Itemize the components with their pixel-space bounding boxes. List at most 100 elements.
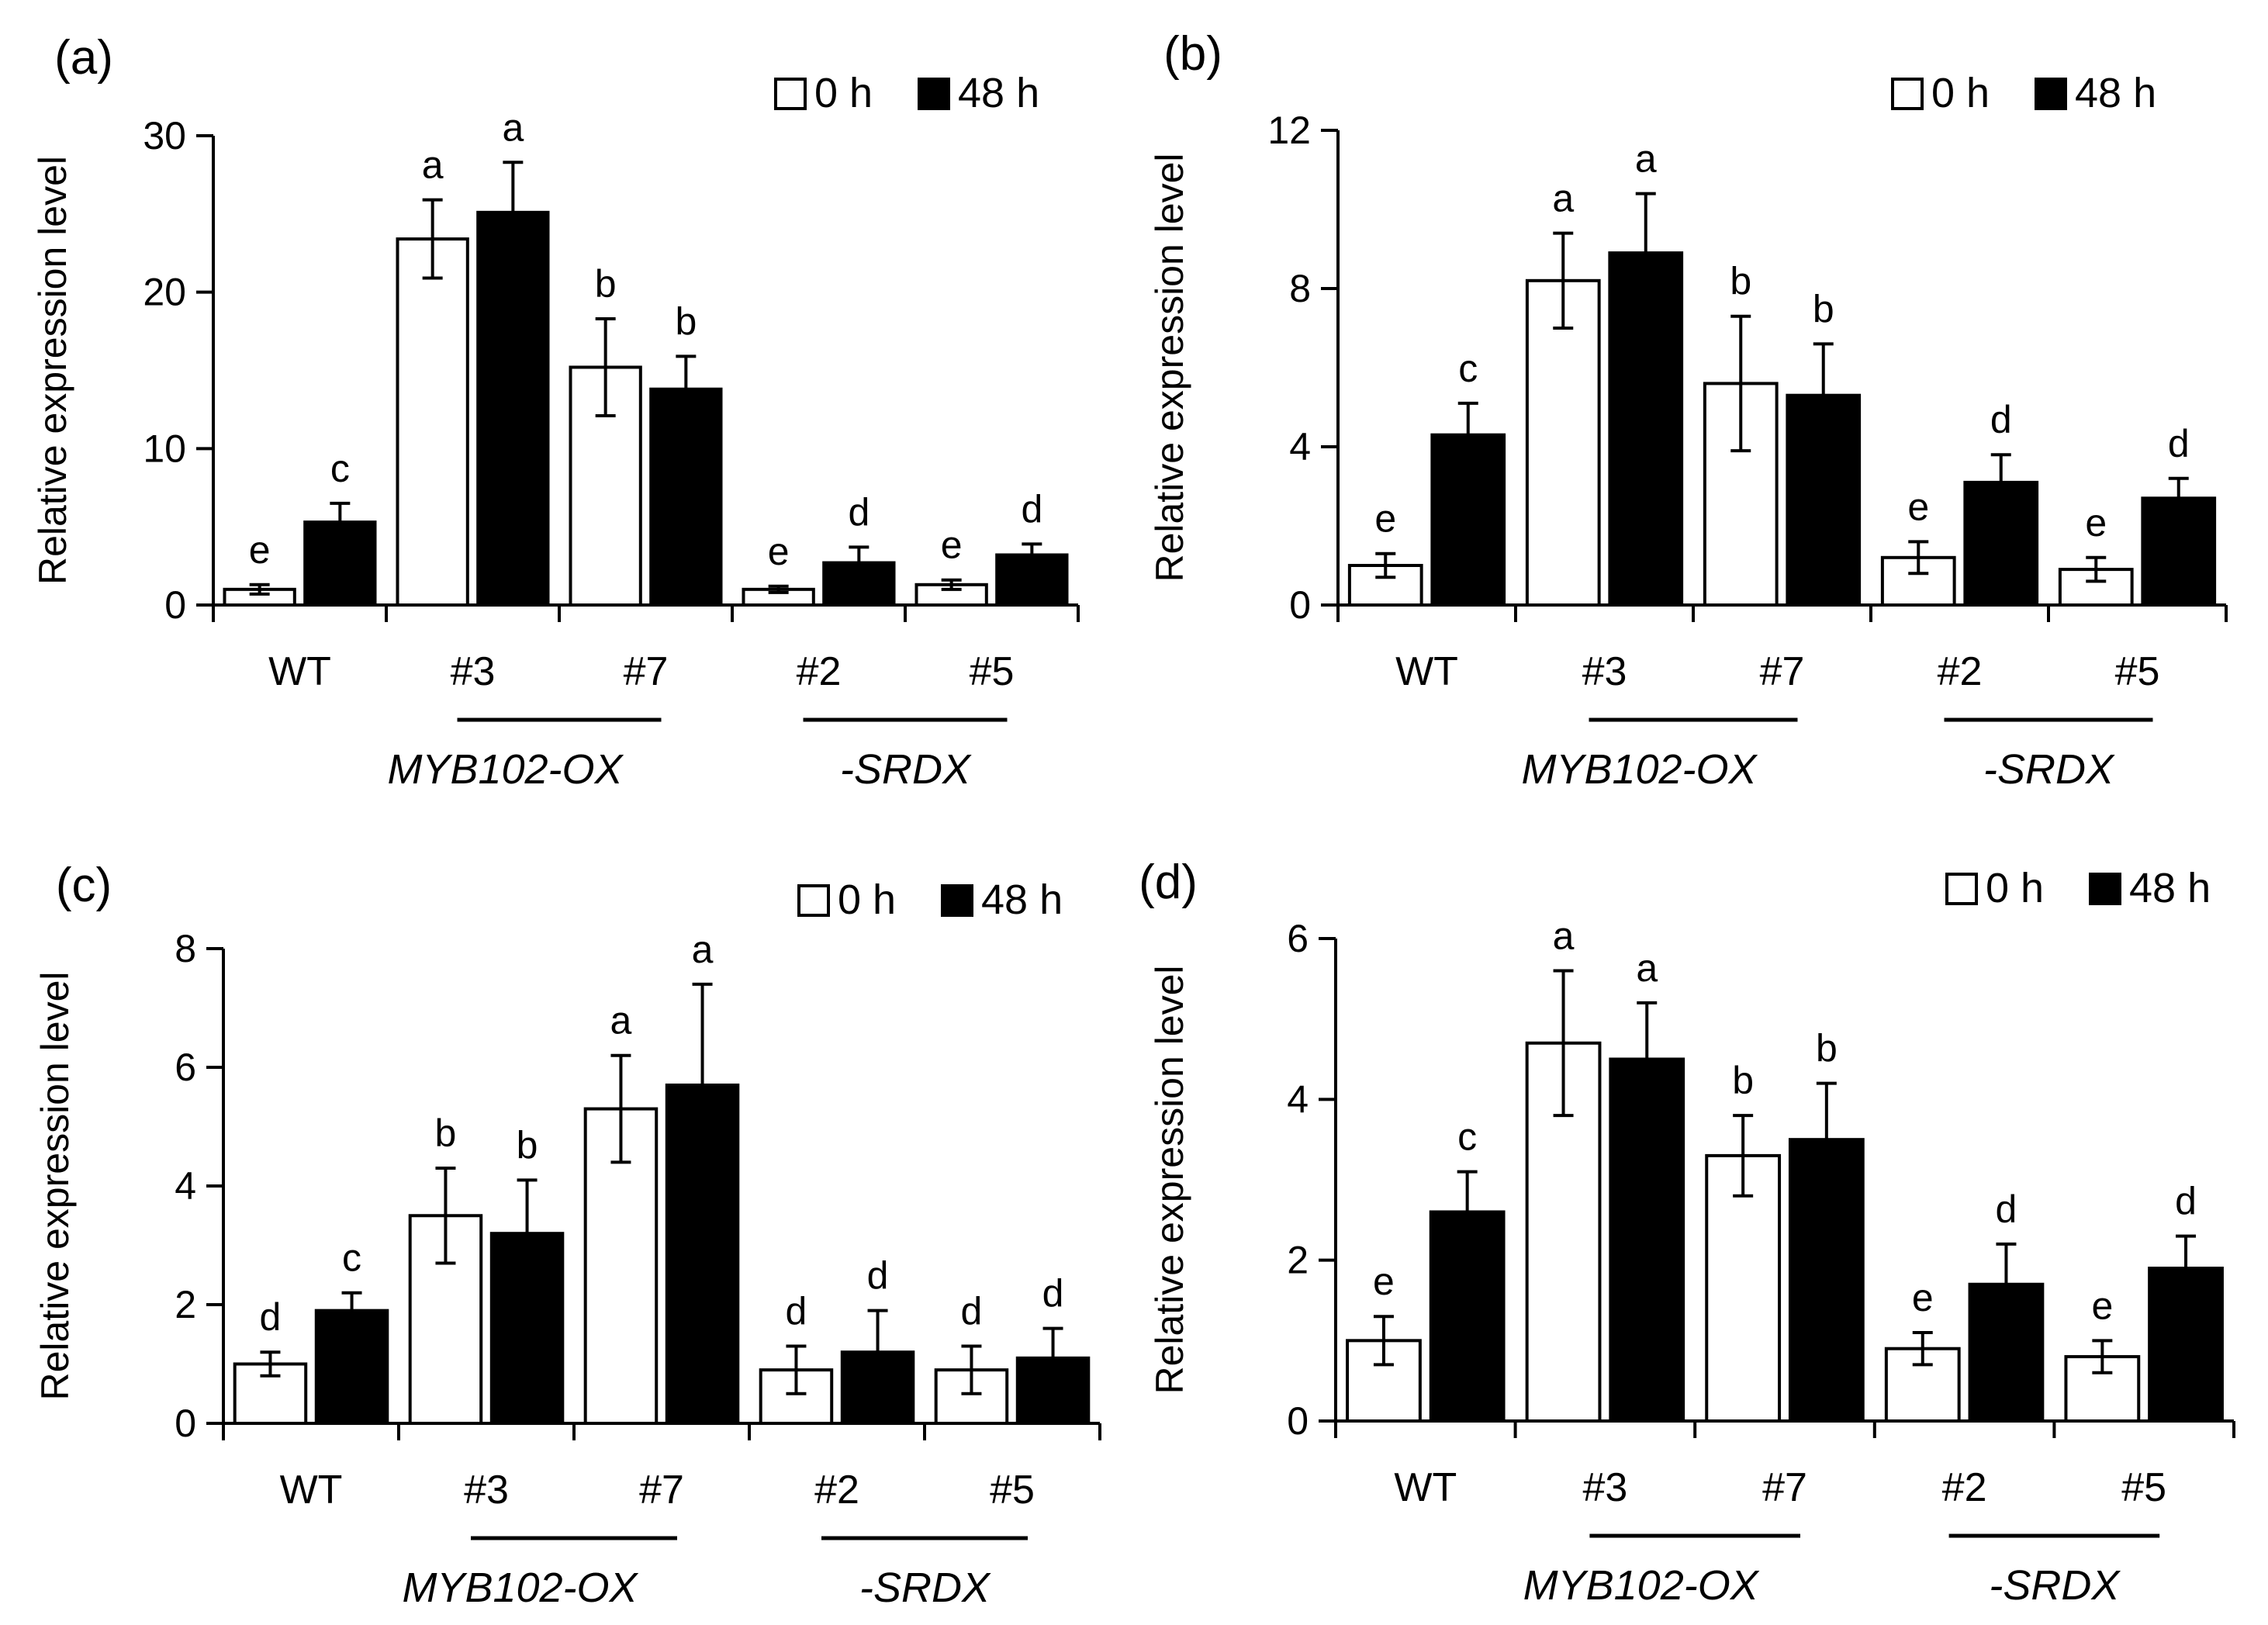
bar-0h — [1705, 1153, 1782, 1423]
category-label: #2 — [1942, 1465, 1987, 1510]
y-tick-label: 12 — [1267, 109, 1311, 152]
significance-letter: b — [435, 1112, 457, 1155]
y-tick-label: 2 — [1287, 1239, 1309, 1282]
category-label: #2 — [797, 649, 842, 694]
y-tick-label: 10 — [143, 427, 186, 470]
chart-panel-1: (a) 0 10 20 30 Relative expression level e c WT a… — [31, 31, 1080, 793]
bar-0h — [1525, 278, 1601, 607]
significance-letter: b — [675, 299, 697, 343]
bar-48h — [822, 561, 896, 607]
y-tick-label: 4 — [1289, 425, 1311, 468]
legend-swatch-0h — [1945, 873, 1978, 905]
significance-letter: e — [1907, 485, 1929, 528]
significance-letter: d — [867, 1254, 889, 1298]
significance-letter: b — [1732, 1059, 1754, 1102]
category-label: #2 — [814, 1468, 859, 1513]
y-axis-title: Relative expression level — [1148, 153, 1191, 582]
category-label: #3 — [1582, 649, 1627, 694]
y-axis-title: Relative expression level — [1148, 965, 1191, 1394]
significance-letter: a — [1552, 177, 1574, 220]
legend-swatch-48h — [2089, 873, 2121, 905]
significance-letter: d — [1990, 398, 2012, 441]
significance-letter: e — [249, 528, 271, 572]
category-label: #3 — [451, 649, 496, 694]
legend-swatch-48h — [918, 78, 950, 110]
significance-letter: b — [517, 1123, 538, 1167]
significance-letter: e — [2091, 1284, 2113, 1327]
panel-label: (d) — [1139, 856, 1198, 909]
significance-letter: d — [1021, 487, 1042, 531]
legend: 0 h 48 h — [797, 876, 1063, 923]
category-label: #2 — [1938, 649, 1983, 694]
legend: 0 h 48 h — [774, 70, 1039, 116]
legend-swatch-0h — [774, 78, 807, 110]
y-tick-label: 0 — [1289, 583, 1311, 627]
category-label: #7 — [1762, 1465, 1807, 1510]
legend: 0 h 48 h — [1891, 70, 2156, 116]
bar-48h — [1609, 1057, 1685, 1423]
chart-panel-3: (c) 0 2 4 6 8 Relative expression level d c WT b b #… — [33, 859, 1101, 1611]
legend-label-48h: 48 h — [2129, 865, 2211, 911]
category-label: #3 — [1582, 1465, 1627, 1510]
significance-letter: a — [1635, 137, 1657, 181]
y-tick-label: 4 — [175, 1164, 196, 1208]
legend-label-48h: 48 h — [981, 876, 1063, 923]
bar-0h — [396, 237, 469, 607]
y-tick-label: 0 — [175, 1402, 196, 1445]
category-label: #7 — [639, 1468, 684, 1513]
panel-label: (c) — [56, 859, 112, 912]
category-label: WT — [1394, 1465, 1457, 1510]
category-label: #7 — [624, 649, 669, 694]
panel-label: (b) — [1163, 27, 1222, 81]
significance-letter: a — [1636, 946, 1658, 990]
bar-48h — [1608, 251, 1684, 607]
y-tick-label: 2 — [175, 1283, 196, 1326]
category-label: #7 — [1760, 649, 1805, 694]
significance-letter: b — [595, 262, 617, 306]
group-label: MYB102-OX — [402, 1564, 638, 1611]
y-tick-label: 6 — [175, 1046, 196, 1089]
legend-label-0h: 0 h — [1931, 70, 1990, 116]
significance-letter: b — [1730, 260, 1751, 303]
y-tick-label: 30 — [143, 114, 186, 157]
group-label: MYB102-OX — [387, 746, 624, 793]
significance-letter: d — [2168, 422, 2190, 465]
significance-letter: a — [422, 143, 444, 187]
category-label: #5 — [2121, 1465, 2166, 1510]
legend-swatch-48h — [2035, 78, 2067, 110]
legend: 0 h 48 h — [1945, 865, 2211, 911]
significance-letter: a — [502, 105, 524, 149]
category-label: WT — [268, 649, 331, 694]
significance-letter: e — [1374, 497, 1396, 541]
y-tick-label: 0 — [164, 583, 186, 627]
legend-label-0h: 0 h — [838, 876, 896, 923]
y-axis-title: Relative expression level — [31, 156, 74, 585]
legend-swatch-0h — [797, 884, 830, 917]
bar-0h — [1525, 1041, 1602, 1423]
significance-letter: c — [1457, 1115, 1477, 1159]
chart-panel-2: (b) 0 4 8 12 Relative expression level e c WT a a #… — [1148, 27, 2228, 793]
significance-letter: d — [1996, 1188, 2017, 1231]
significance-letter: a — [1553, 914, 1575, 957]
legend-label-0h: 0 h — [1986, 865, 2044, 911]
y-axis-title: Relative expression level — [33, 971, 77, 1400]
significance-letter: e — [1373, 1260, 1395, 1303]
y-tick-label: 20 — [143, 271, 186, 314]
y-tick-label: 6 — [1287, 917, 1309, 960]
legend-label-0h: 0 h — [814, 70, 873, 116]
y-tick-label: 4 — [1287, 1077, 1309, 1121]
significance-letter: e — [1912, 1276, 1934, 1319]
group-label: -SRDX — [859, 1564, 991, 1611]
significance-letter: c — [342, 1236, 361, 1280]
significance-letter: d — [848, 490, 870, 534]
significance-letter: e — [2085, 501, 2107, 545]
significance-letter: b — [1816, 1027, 1838, 1070]
significance-letter: a — [692, 928, 714, 971]
category-label: #5 — [970, 649, 1015, 694]
significance-letter: c — [330, 447, 350, 490]
bar-48h — [649, 387, 723, 607]
legend-swatch-0h — [1891, 78, 1924, 110]
legend-label-48h: 48 h — [2075, 70, 2156, 116]
chart-panel-4: (d) 0 2 4 6 Relative expression level e c WT a a #3… — [1139, 856, 2235, 1609]
